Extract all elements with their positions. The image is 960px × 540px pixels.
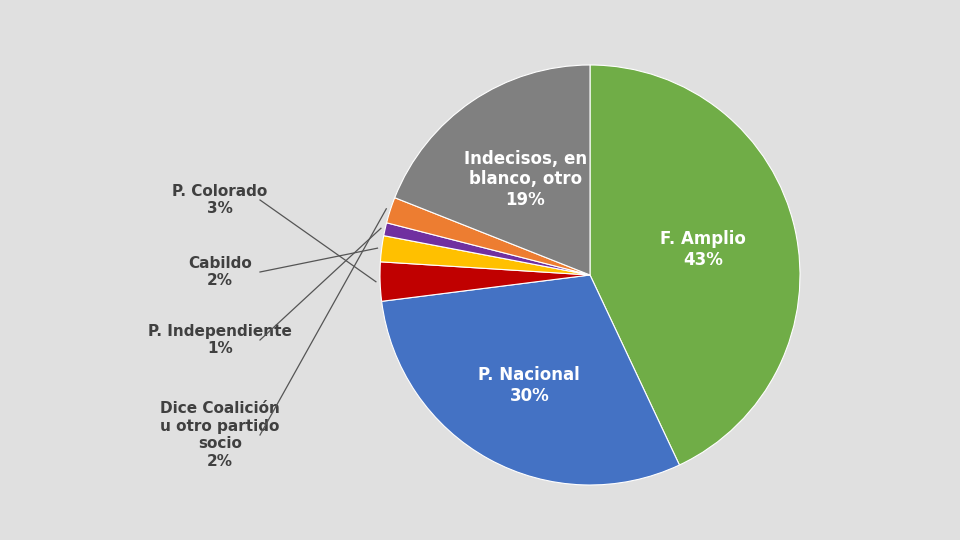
Text: Dice Coalición
u otro partido
socio
2%: Dice Coalición u otro partido socio 2% — [160, 401, 280, 469]
Wedge shape — [395, 65, 590, 275]
Wedge shape — [590, 65, 800, 465]
Wedge shape — [380, 262, 590, 301]
Text: P. Nacional
30%: P. Nacional 30% — [478, 366, 580, 405]
Text: F. Amplio
43%: F. Amplio 43% — [660, 231, 746, 269]
Wedge shape — [380, 235, 590, 275]
Wedge shape — [384, 223, 590, 275]
Text: P. Independiente
1%: P. Independiente 1% — [148, 324, 292, 356]
Wedge shape — [387, 198, 590, 275]
Text: P. Colorado
3%: P. Colorado 3% — [173, 184, 268, 216]
Text: Indecisos, en
blanco, otro
19%: Indecisos, en blanco, otro 19% — [464, 150, 587, 210]
Text: Cabildo
2%: Cabildo 2% — [188, 256, 252, 288]
Wedge shape — [382, 275, 680, 485]
